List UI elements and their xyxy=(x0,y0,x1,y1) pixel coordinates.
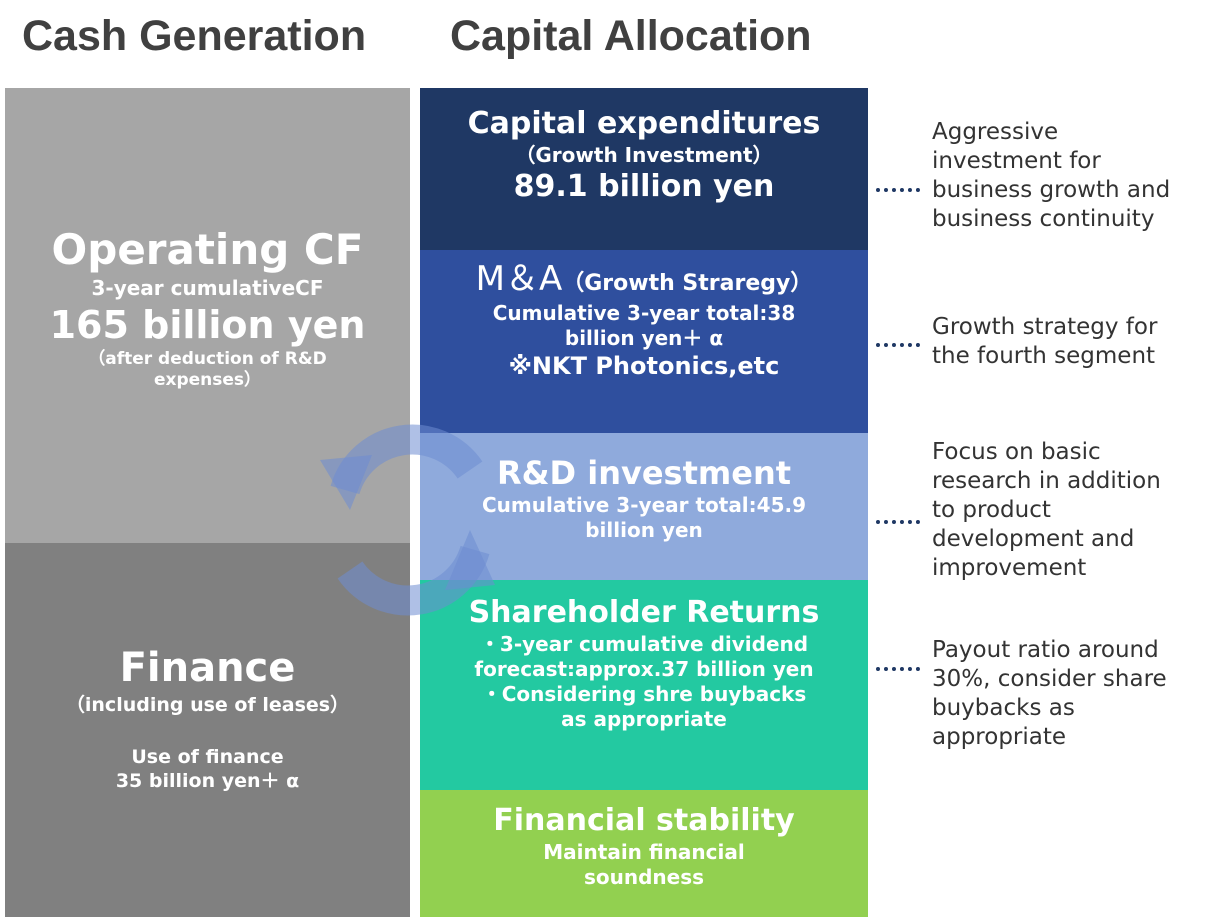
allocation-block: Shareholder Returns ・3-year cumulative di… xyxy=(420,580,868,790)
text-line: Use of finance xyxy=(131,746,284,768)
note: Aggressive investment for business growth … xyxy=(932,118,1170,234)
allocation-block: R&D investment Cumulative 3-year total:45… xyxy=(420,433,868,580)
finance: Finance （including use of leases） Use of f… xyxy=(5,543,410,917)
dotted-connector xyxy=(876,520,920,524)
text-line: M＆A xyxy=(475,259,563,299)
text-line: expenses） xyxy=(153,370,262,390)
text-line: R&D investment xyxy=(496,454,792,492)
text-line: Capital expenditures xyxy=(467,106,821,141)
text-line: the fourth segment xyxy=(932,343,1156,369)
note: Payout ratio around 30%, consider share bu… xyxy=(932,636,1167,752)
text-line: Operating CF xyxy=(51,225,364,274)
dotted-connector xyxy=(876,667,920,671)
text-line: Payout ratio around xyxy=(932,637,1159,663)
text-line: （Growth Investment） xyxy=(515,143,773,167)
text-line: soundness xyxy=(583,865,705,889)
header: Capital Allocation xyxy=(450,12,812,60)
text-line: to product xyxy=(932,497,1051,523)
text-line: （after deduction of R&D xyxy=(88,349,327,369)
text-line: 165 billion yen xyxy=(49,303,366,347)
note: Focus on basic research in addition to pro… xyxy=(932,438,1161,583)
dotted-connector xyxy=(876,188,920,192)
text-line: Growth strategy for xyxy=(932,314,1158,340)
text-line: development and xyxy=(932,526,1135,552)
text-line: improvement xyxy=(932,555,1087,581)
text-line: as appropriate xyxy=(561,707,727,731)
text-line: 3-year cumulativeCF xyxy=(91,276,324,300)
text-line: 30%, consider share xyxy=(932,666,1167,692)
allocation-block: Financial stability Maintain financial sou… xyxy=(420,790,868,917)
text-line: ・3-year cumulative dividend xyxy=(479,632,809,656)
text-line: Cumulative 3-year total:45.9 xyxy=(481,493,807,517)
text-line: Cumulative 3-year total:38 xyxy=(492,301,796,325)
operating-cf: Operating CF 3-year cumulativeCF 165 billi… xyxy=(5,88,410,543)
block-heading: M＆A （Growth Straregy） xyxy=(476,258,813,301)
text-line: business growth and xyxy=(932,177,1171,203)
text-line: billion yen xyxy=(585,518,703,542)
text-line: ・Considering shre buybacks xyxy=(481,682,807,706)
text-line: research in addition xyxy=(932,468,1161,494)
text-line: 35 billion yen＋ α xyxy=(115,770,300,792)
text-line: Shareholder Returns xyxy=(468,595,820,630)
text-line: （including use of leases） xyxy=(65,694,350,716)
text-line: Focus on basic xyxy=(932,439,1101,465)
dotted-connector xyxy=(876,343,920,347)
text-line: business continuity xyxy=(932,206,1155,232)
text-line: appropriate xyxy=(932,724,1067,750)
text-line: Aggressive xyxy=(932,119,1059,145)
text-line: forecast:approx.37 billion yen xyxy=(474,657,814,681)
allocation-block: M＆A （Growth Straregy） Cumulative 3-year to… xyxy=(420,250,868,433)
text-line: （Growth Straregy） xyxy=(562,271,813,296)
text-line: Maintain financial xyxy=(543,840,745,864)
allocation-block: Capital expenditures （Growth Investment） 8… xyxy=(420,88,868,250)
header: Cash Generation xyxy=(22,12,367,60)
text-line: Finance xyxy=(119,645,296,691)
text-line: investment for xyxy=(932,148,1101,174)
note: Growth strategy for the fourth segment xyxy=(932,313,1157,371)
text-line: Financial stability xyxy=(493,803,795,838)
text-line: buybacks as xyxy=(932,695,1075,721)
text-line: 89.1 billion yen xyxy=(513,169,775,204)
text-line: ※NKT Photonics,etc xyxy=(508,352,780,380)
text-line: billion yen＋ α xyxy=(564,326,724,350)
